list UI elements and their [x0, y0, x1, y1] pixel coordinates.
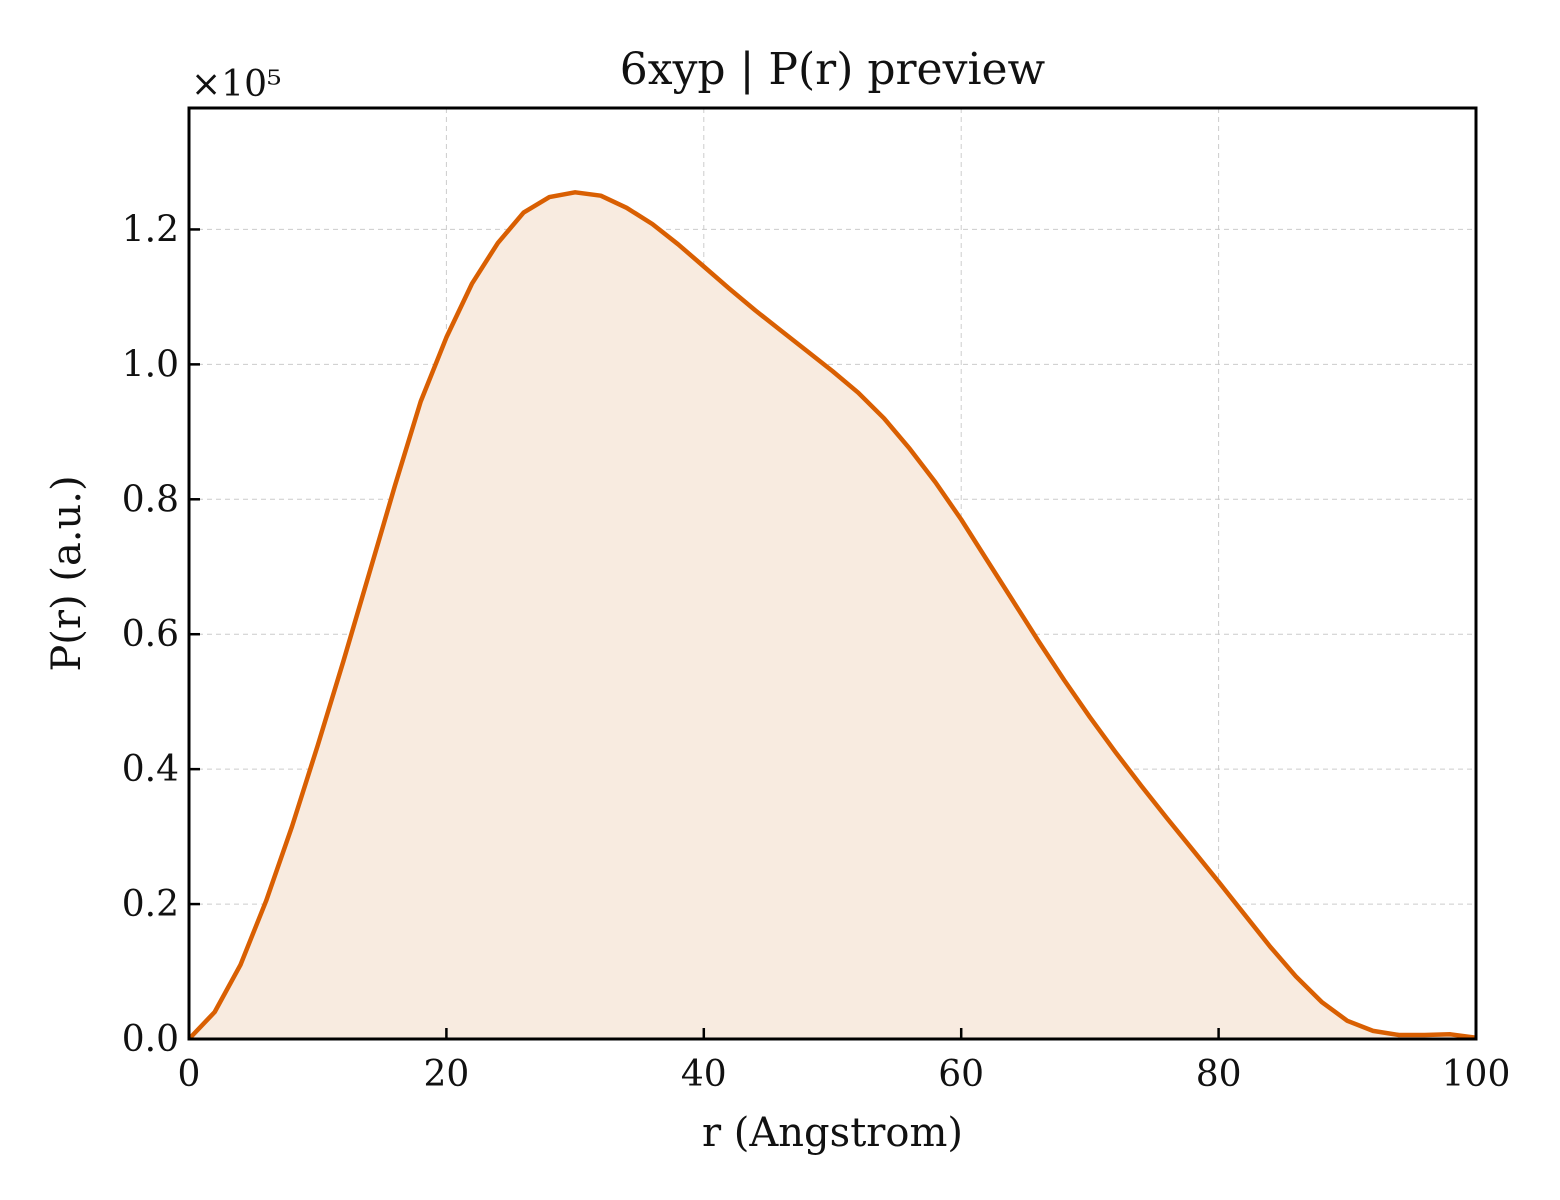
y-axis-label: P(r) (a.u.) — [44, 475, 90, 671]
y-tick-label: 0.0 — [122, 1019, 179, 1060]
x-tick-label: 100 — [1442, 1054, 1511, 1095]
y-tick-label: 0.6 — [122, 614, 179, 655]
x-tick-label: 80 — [1196, 1054, 1242, 1095]
plot-frame — [187, 106, 1478, 1041]
x-tick-label: 60 — [938, 1054, 984, 1095]
y-tick-label: 1.0 — [122, 344, 179, 385]
chart-title: 6xyp | P(r) preview — [620, 44, 1046, 95]
y-offset-label: ×10⁵ — [191, 64, 281, 105]
ticks: 0 20 40 60 80 100 0.0 0.2 0.4 0.6 0.8 1.0 1.2 — [122, 209, 1511, 1095]
x-tick-label: 40 — [681, 1054, 727, 1095]
x-axis-label: r (Angstrom) — [702, 1110, 963, 1156]
y-tick-label: 1.2 — [122, 209, 179, 250]
area-fill — [189, 192, 1476, 1040]
y-tick-label: 0.4 — [122, 749, 179, 790]
x-tick-label: 20 — [423, 1054, 469, 1095]
x-tick-label: 0 — [178, 1054, 201, 1095]
y-tick-label: 0.8 — [122, 479, 179, 520]
y-tick-label: 0.2 — [122, 884, 179, 925]
series-line — [187, 190, 1477, 1041]
